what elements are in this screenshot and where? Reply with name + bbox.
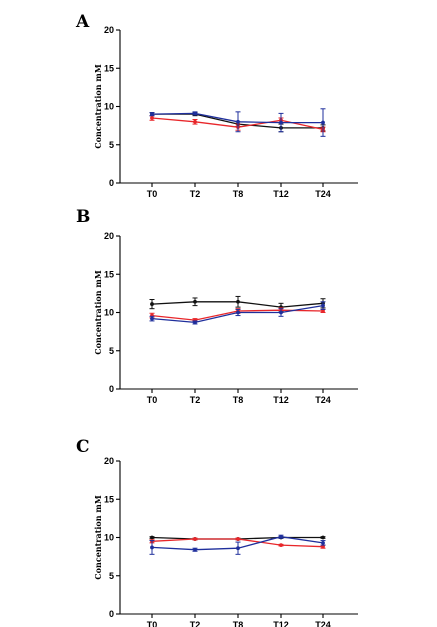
- y-tick-label: 15: [104, 63, 114, 73]
- y-tick-label: 15: [104, 269, 114, 279]
- x-tick-label: T12: [273, 620, 289, 627]
- data-point: [150, 302, 154, 306]
- y-tick-label: 20: [104, 25, 114, 35]
- y-axis-label: Concentration mM: [93, 64, 103, 149]
- data-point: [321, 544, 325, 549]
- data-point: [150, 545, 154, 550]
- x-tick-label: T0: [147, 395, 158, 405]
- data-point: [321, 303, 325, 308]
- y-tick-label: 10: [104, 533, 114, 543]
- data-point: [321, 120, 325, 125]
- x-tick-label: T12: [273, 395, 289, 405]
- series: [149, 301, 326, 325]
- x-tick-label: T2: [190, 620, 201, 627]
- y-tick-label: 15: [104, 494, 114, 504]
- y-tick-label: 5: [109, 571, 114, 581]
- series: [149, 108, 326, 137]
- x-tick-label: T24: [315, 395, 331, 405]
- x-tick-label: T8: [233, 189, 244, 199]
- y-tick-label: 10: [104, 102, 114, 112]
- x-tick-label: T0: [147, 189, 158, 199]
- x-tick-label: T8: [233, 620, 244, 627]
- data-point: [236, 310, 240, 315]
- data-point: [321, 540, 325, 545]
- data-point: [279, 534, 283, 539]
- panel-a: A 0 5 10 15 20 T0 T2 T8 T12 T24 Concentration mM: [75, 12, 358, 199]
- y-tick-label: 10: [104, 308, 114, 318]
- data-point: [279, 543, 283, 548]
- x-tick-label: T8: [233, 395, 244, 405]
- series: [149, 537, 326, 549]
- data-point: [150, 116, 154, 120]
- panel-letter: C: [76, 437, 90, 457]
- y-axis-label: Concentration mM: [93, 495, 103, 580]
- data-point: [193, 119, 197, 124]
- data-point: [279, 120, 283, 125]
- y-tick-label: 20: [104, 456, 114, 466]
- panel-letter: B: [76, 207, 90, 227]
- x-tick-label: T2: [190, 189, 201, 199]
- data-point: [150, 316, 154, 321]
- y-axis-label: Concentration mM: [93, 270, 103, 355]
- series: [149, 534, 326, 555]
- panel-c: C 0 5 10 15 20 T0 T2 T8 T12 T24 Concentration mM: [76, 437, 358, 627]
- x-tick-label: T0: [147, 620, 158, 627]
- x-tick-label: T24: [315, 620, 331, 627]
- x-tick-label: T12: [273, 189, 289, 199]
- y-tick-label: 0: [109, 609, 114, 619]
- data-point: [236, 299, 240, 304]
- data-point: [321, 535, 325, 540]
- data-point: [193, 111, 197, 116]
- data-point: [193, 320, 197, 325]
- data-point: [193, 537, 197, 541]
- data-point: [236, 119, 240, 124]
- data-point: [321, 309, 325, 313]
- x-tick-label: T2: [190, 395, 201, 405]
- data-point: [193, 547, 197, 552]
- y-tick-label: 0: [109, 178, 114, 188]
- y-tick-label: 5: [109, 140, 114, 150]
- y-tick-label: 0: [109, 384, 114, 394]
- data-point: [150, 535, 154, 540]
- data-point: [236, 546, 240, 551]
- panel-letter: A: [75, 12, 90, 32]
- data-point: [193, 299, 197, 304]
- x-tick-label: T24: [315, 189, 331, 199]
- panel-b: B 0 5 10 15 20 T0 T2 T8 T12 T24 Concentration mM: [76, 207, 358, 405]
- y-tick-label: 20: [104, 231, 114, 241]
- data-point: [150, 112, 154, 117]
- y-tick-label: 5: [109, 346, 114, 356]
- data-point: [236, 537, 240, 541]
- data-point: [279, 310, 283, 315]
